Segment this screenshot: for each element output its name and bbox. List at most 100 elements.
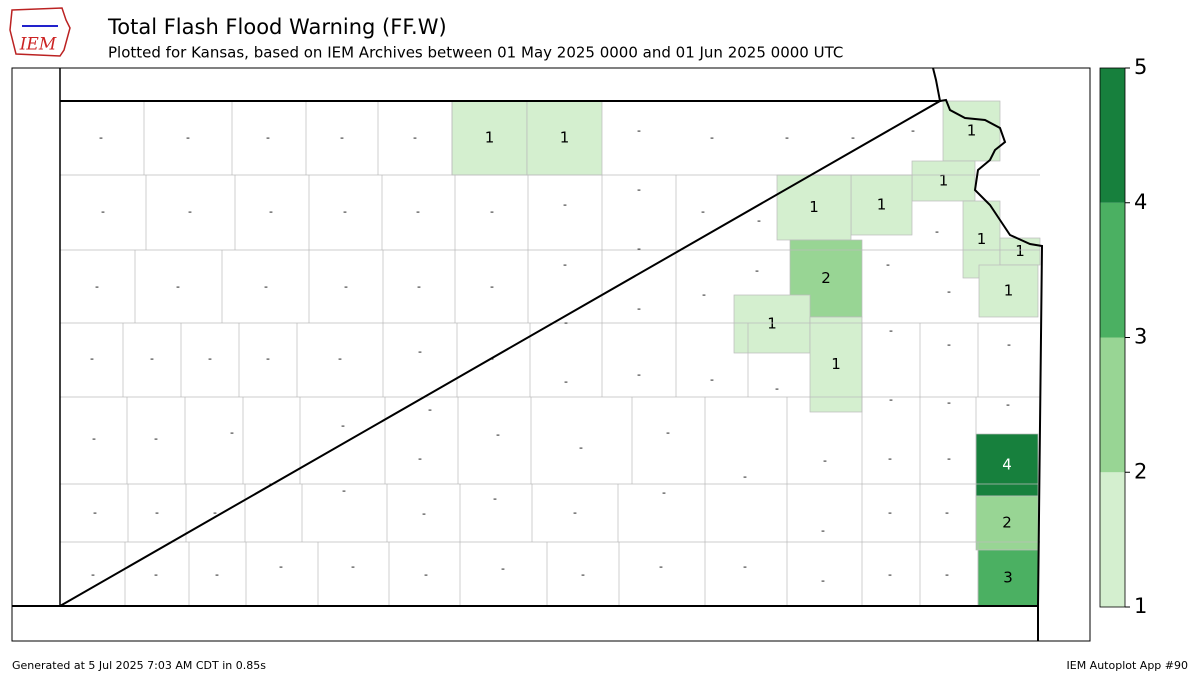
county-value: 1 bbox=[977, 230, 987, 248]
no-warning-label: - bbox=[340, 131, 344, 144]
colorbar-bin bbox=[1100, 472, 1125, 607]
no-warning-label: - bbox=[757, 214, 761, 227]
no-warning-label: - bbox=[416, 205, 420, 218]
no-warning-label: - bbox=[945, 568, 949, 581]
no-warning-label: - bbox=[581, 568, 585, 581]
colorbar-tick-label: 2 bbox=[1134, 459, 1147, 483]
no-warning-label: - bbox=[564, 375, 568, 388]
no-warning-label: - bbox=[563, 198, 567, 211]
no-warning-label: - bbox=[947, 396, 951, 409]
no-warning-label: - bbox=[230, 426, 234, 439]
colorbar-tick-label: 3 bbox=[1134, 325, 1147, 349]
no-warning-label: - bbox=[637, 242, 641, 255]
no-warning-label: - bbox=[344, 280, 348, 293]
no-warning-label: - bbox=[188, 205, 192, 218]
county bbox=[978, 264, 1039, 318]
no-warning-label: - bbox=[573, 506, 577, 519]
no-warning-label: - bbox=[821, 574, 825, 587]
no-warning-label: - bbox=[935, 225, 939, 238]
no-warning-label: - bbox=[564, 316, 568, 329]
subtitle: Plotted for Kansas, based on IEM Archive… bbox=[108, 44, 843, 62]
no-warning-label: - bbox=[637, 183, 641, 196]
county-value: 1 bbox=[767, 315, 777, 333]
no-warning-label: - bbox=[888, 452, 892, 465]
no-warning-label: - bbox=[775, 382, 779, 395]
county-value: 1 bbox=[1015, 242, 1025, 260]
no-warning-label: - bbox=[889, 324, 893, 337]
footer-right: IEM Autoplot App #90 bbox=[1067, 659, 1189, 672]
no-warning-label: - bbox=[92, 432, 96, 445]
no-warning-label: - bbox=[215, 568, 219, 581]
no-warning-label: - bbox=[341, 419, 345, 432]
no-warning-label: - bbox=[338, 352, 342, 365]
no-warning-label: - bbox=[947, 285, 951, 298]
county-layer: 1 1 1 1 1 1 1 1 1 2 1 1 4 2 3 - - - - - - - - - - - - - - - - - - - - - - - - -… bbox=[59, 100, 1041, 607]
colorbar-tick-label: 1 bbox=[1134, 594, 1147, 618]
county-value: 1 bbox=[809, 198, 819, 216]
no-warning-label: - bbox=[264, 280, 268, 293]
no-warning-label: - bbox=[821, 524, 825, 537]
logo-outline bbox=[9, 7, 71, 57]
no-warning-label: - bbox=[496, 428, 500, 441]
colorbar-bin bbox=[1100, 202, 1125, 338]
no-warning-label: - bbox=[702, 288, 706, 301]
no-warning-label: - bbox=[637, 302, 641, 315]
no-warning-label: - bbox=[269, 205, 273, 218]
no-warning-label: - bbox=[888, 506, 892, 519]
no-warning-label: - bbox=[418, 452, 422, 465]
no-warning-label: - bbox=[947, 338, 951, 351]
no-warning-label: - bbox=[889, 393, 893, 406]
county-value: 1 bbox=[560, 129, 570, 147]
no-warning-label: - bbox=[154, 432, 158, 445]
no-warning-label: - bbox=[186, 131, 190, 144]
no-warning-label: - bbox=[886, 258, 890, 271]
county bbox=[451, 100, 528, 176]
no-warning-label: - bbox=[493, 492, 497, 505]
logo: IEM bbox=[9, 7, 71, 57]
no-warning-label: - bbox=[91, 568, 95, 581]
no-warning-label: - bbox=[701, 205, 705, 218]
county bbox=[911, 160, 976, 202]
no-warning-label: - bbox=[1007, 338, 1011, 351]
no-warning-label: - bbox=[342, 484, 346, 497]
no-warning-label: - bbox=[150, 352, 154, 365]
no-warning-label: - bbox=[343, 205, 347, 218]
colorbar-bin bbox=[1100, 68, 1125, 203]
no-warning-label: - bbox=[785, 131, 789, 144]
no-warning-label: - bbox=[266, 352, 270, 365]
county-value: 3 bbox=[1003, 569, 1013, 587]
colorbar-tick-label: 5 bbox=[1134, 55, 1147, 79]
no-warning-label: - bbox=[95, 280, 99, 293]
footer-left: Generated at 5 Jul 2025 7:03 AM CDT in 0… bbox=[12, 659, 266, 672]
no-warning-label: - bbox=[662, 486, 666, 499]
no-warning-label: - bbox=[279, 560, 283, 573]
no-warning-label: - bbox=[637, 124, 641, 137]
logo-text: IEM bbox=[19, 35, 57, 55]
county bbox=[999, 237, 1041, 266]
county-value: 2 bbox=[1002, 514, 1012, 532]
county-value: 1 bbox=[939, 172, 949, 190]
no-warning-label: - bbox=[155, 506, 159, 519]
county-value: 1 bbox=[485, 129, 495, 147]
county-value: 1 bbox=[877, 196, 887, 214]
no-warning-label: - bbox=[659, 560, 663, 573]
no-warning-label: - bbox=[755, 264, 759, 277]
no-warning-label: - bbox=[823, 454, 827, 467]
no-warning-label: - bbox=[176, 280, 180, 293]
map-frame bbox=[11, 67, 1091, 642]
no-warning-label: - bbox=[413, 131, 417, 144]
no-warning-label: - bbox=[945, 506, 949, 519]
county-value: 1 bbox=[967, 122, 977, 140]
state-outline bbox=[12, 67, 1044, 641]
no-warning-label: - bbox=[888, 568, 892, 581]
no-warning-label: - bbox=[851, 131, 855, 144]
no-warning-label: - bbox=[213, 506, 217, 519]
no-warning-label: - bbox=[99, 131, 103, 144]
no-warning-label: - bbox=[417, 280, 421, 293]
colorbar-tick-label: 4 bbox=[1134, 190, 1147, 214]
no-warning-label: - bbox=[1006, 398, 1010, 411]
county bbox=[733, 294, 811, 354]
no-warning-label: - bbox=[743, 560, 747, 573]
no-warning-label: - bbox=[422, 507, 426, 520]
